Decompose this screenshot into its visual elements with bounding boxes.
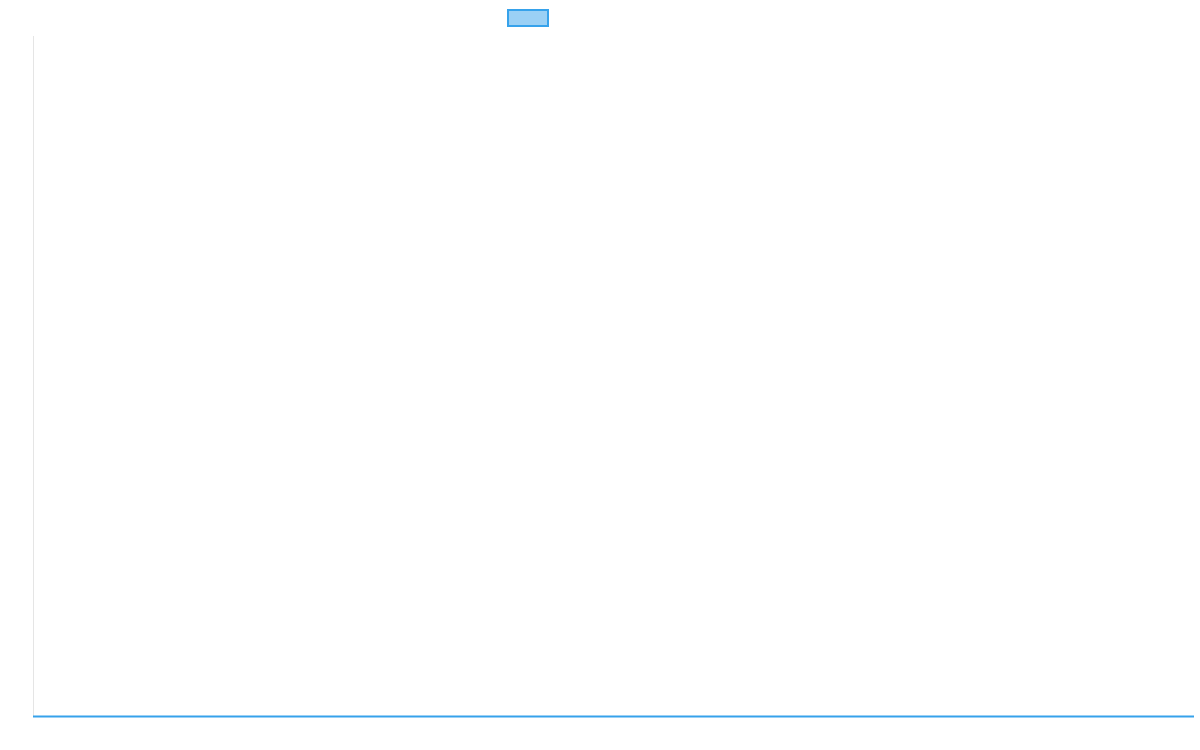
legend-swatch[interactable]: [507, 9, 549, 27]
